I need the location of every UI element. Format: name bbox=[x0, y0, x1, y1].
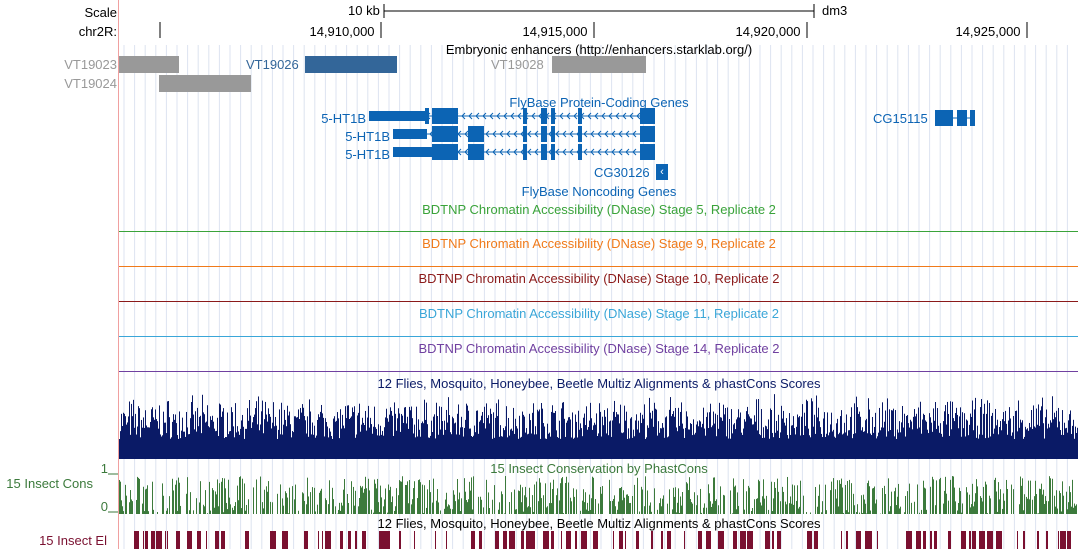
scale-text: 10 kb bbox=[348, 3, 380, 18]
side-label-divider bbox=[118, 0, 119, 549]
dnase-stage5-title: BDTNP Chromatin Accessibility (DNase) St… bbox=[422, 202, 776, 217]
dnase-stage11-title: BDTNP Chromatin Accessibility (DNase) St… bbox=[418, 306, 780, 321]
dnase-stage11-signal[interactable] bbox=[119, 336, 1078, 337]
gene-label-5-ht1b[interactable]: 5-HT1B bbox=[345, 147, 390, 162]
gene-label-5-ht1b[interactable]: 5-HT1B bbox=[345, 129, 390, 144]
enhancer-label-vt19023[interactable]: VT19023 bbox=[64, 57, 117, 72]
ruler-tick-label: 14,915,000 bbox=[522, 24, 588, 39]
enhancer-feature-vt19024[interactable] bbox=[159, 75, 251, 92]
assembly-label: dm3 bbox=[822, 3, 848, 18]
ruler-tick-label: 14,920,000 bbox=[735, 24, 801, 39]
noncoding-feature-cg30126[interactable]: ‹ bbox=[656, 164, 668, 180]
flybase-noncoding-track-title: FlyBase Noncoding Genes bbox=[521, 184, 677, 199]
dnase-stage5-signal[interactable] bbox=[119, 231, 1078, 232]
scale-label: Scale bbox=[84, 5, 117, 20]
enhancer-feature-vt19026[interactable] bbox=[305, 56, 397, 73]
gene-label-5-ht1b[interactable]: 5-HT1B bbox=[321, 111, 366, 126]
enhancer-label-vt19028[interactable]: VT19028 bbox=[491, 57, 544, 72]
phastcons-track-title: 15 Insect Conservation by PhastCons bbox=[490, 461, 708, 476]
enhancer-feature-vt19023[interactable] bbox=[119, 56, 179, 73]
conserved-elements-track[interactable] bbox=[119, 531, 1078, 549]
gene-models[interactable] bbox=[0, 100, 1078, 180]
ruler-tick-label: 14,910,000 bbox=[309, 24, 375, 39]
gene-label-cg15115[interactable]: CG15115 bbox=[873, 111, 928, 126]
dnase-stage10-signal[interactable] bbox=[119, 301, 1078, 302]
dnase-stage9-signal[interactable] bbox=[119, 266, 1078, 267]
flybase-coding-track-title: FlyBase Protein-Coding Genes bbox=[509, 95, 689, 110]
enhancers-track-title: Embryonic enhancers (http://enhancers.st… bbox=[445, 42, 753, 57]
multiz-track-title: 12 Flies, Mosquito, Honeybee, Beetle Mul… bbox=[377, 376, 821, 391]
dnase-stage14-signal[interactable] bbox=[119, 371, 1078, 372]
dnase-stage10-title: BDTNP Chromatin Accessibility (DNase) St… bbox=[418, 271, 780, 286]
phastcons-min-label: 0 bbox=[100, 499, 108, 514]
ruler-tick-label: 14,925,000 bbox=[955, 24, 1021, 39]
phastcons-max-label: 1 bbox=[100, 461, 108, 476]
phastcons-graph[interactable] bbox=[119, 474, 1078, 514]
dnase-stage9-title: BDTNP Chromatin Accessibility (DNase) St… bbox=[422, 236, 776, 251]
elements-side-label[interactable]: 15 Insect El bbox=[39, 533, 107, 548]
dnase-stage14-title: BDTNP Chromatin Accessibility (DNase) St… bbox=[418, 341, 780, 356]
enhancer-feature-vt19028[interactable] bbox=[552, 56, 646, 73]
chrom-label: chr2R: bbox=[78, 24, 117, 39]
phastcons-axis-ticks bbox=[108, 473, 118, 513]
ruler-marks bbox=[159, 4, 1028, 38]
multiz-conservation-graph[interactable] bbox=[119, 391, 1078, 459]
gene-label-cg30126[interactable]: CG30126 bbox=[594, 165, 650, 180]
elements-track-title: 12 Flies, Mosquito, Honeybee, Beetle Mul… bbox=[377, 516, 821, 531]
phastcons-side-label[interactable]: 15 Insect Cons bbox=[6, 476, 93, 491]
enhancer-label-vt19024[interactable]: VT19024 bbox=[64, 76, 117, 91]
enhancer-label-vt19026[interactable]: VT19026 bbox=[246, 57, 299, 72]
